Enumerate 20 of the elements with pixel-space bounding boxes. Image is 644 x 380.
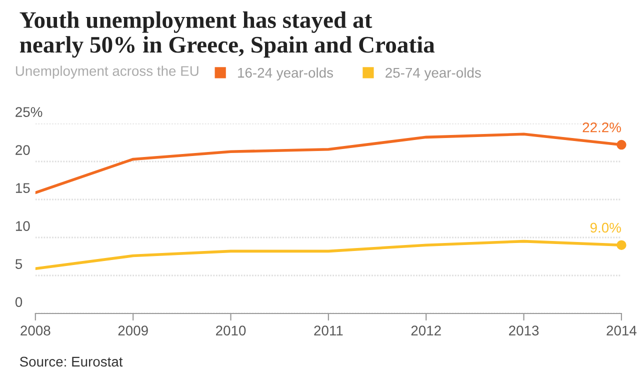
legend-label: 25-74 year-olds — [386, 68, 481, 80]
y-tick-label: 25% — [16, 107, 42, 117]
data-label: 9.0% — [590, 222, 621, 233]
x-tick-label: 2008 — [20, 326, 50, 336]
legend-label: 16-24 year-olds — [238, 68, 334, 80]
y-tick-label: 15 — [16, 183, 30, 193]
x-tick-label: 2011 — [314, 326, 343, 336]
y-tick-label: 10 — [16, 221, 30, 231]
x-tick-label: 2009 — [118, 326, 148, 336]
x-tick-label: 2012 — [411, 326, 441, 336]
y-tick-label: 20 — [16, 145, 30, 155]
y-tick-label: 5 — [15, 259, 22, 269]
chart-title: Youth unemployment has stayed at nearly 50% in Greece, Spain and Croatia — [20, 11, 435, 58]
x-tick-label: 2014 — [606, 326, 637, 336]
x-tick-label: 2013 — [509, 326, 539, 336]
data-label: 22.2% — [582, 122, 621, 132]
x-tick-label: 2010 — [216, 326, 246, 336]
y-tick-label: 0 — [15, 297, 22, 307]
legend-title: Unemployment across the EU — [16, 66, 198, 79]
source-note: Source: Eurostat — [20, 356, 123, 367]
